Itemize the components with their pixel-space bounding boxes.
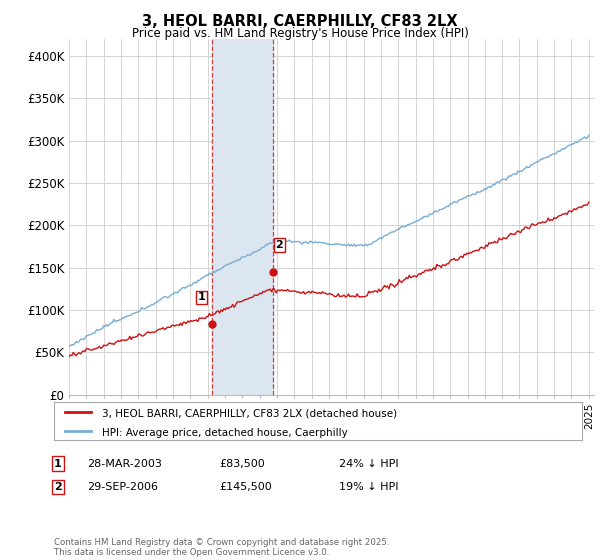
Text: 29-SEP-2006: 29-SEP-2006	[87, 482, 158, 492]
Text: Price paid vs. HM Land Registry's House Price Index (HPI): Price paid vs. HM Land Registry's House …	[131, 27, 469, 40]
Text: HPI: Average price, detached house, Caerphilly: HPI: Average price, detached house, Caer…	[101, 428, 347, 438]
Text: £83,500: £83,500	[219, 459, 265, 469]
Text: 1: 1	[54, 459, 62, 469]
Text: 2: 2	[275, 240, 283, 250]
Text: 3, HEOL BARRI, CAERPHILLY, CF83 2LX (detached house): 3, HEOL BARRI, CAERPHILLY, CF83 2LX (det…	[101, 409, 397, 419]
Text: 1: 1	[198, 292, 205, 302]
Text: 19% ↓ HPI: 19% ↓ HPI	[339, 482, 398, 492]
Text: 24% ↓ HPI: 24% ↓ HPI	[339, 459, 398, 469]
Text: 28-MAR-2003: 28-MAR-2003	[87, 459, 162, 469]
Text: 2: 2	[54, 482, 62, 492]
Bar	[212, 39, 272, 395]
Text: Contains HM Land Registry data © Crown copyright and database right 2025.
This d: Contains HM Land Registry data © Crown c…	[54, 538, 389, 557]
Text: 3, HEOL BARRI, CAERPHILLY, CF83 2LX: 3, HEOL BARRI, CAERPHILLY, CF83 2LX	[142, 14, 458, 29]
Text: £145,500: £145,500	[219, 482, 272, 492]
